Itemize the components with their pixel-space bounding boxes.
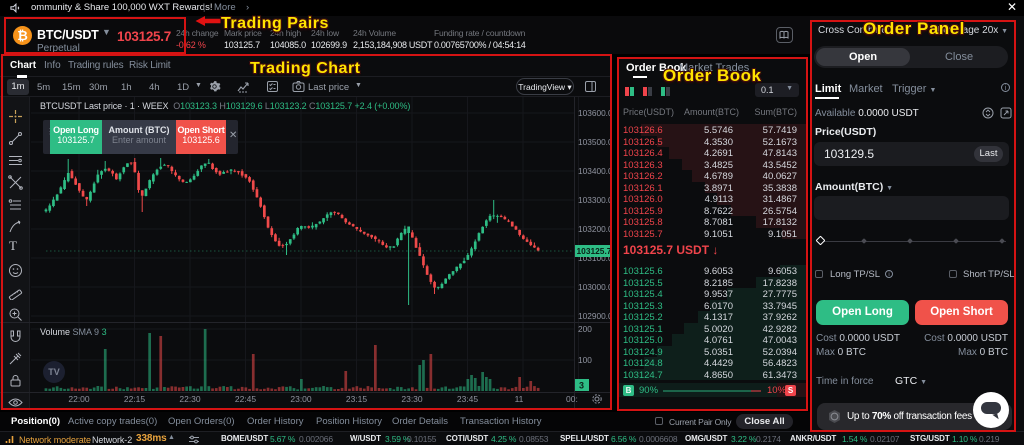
svg-text:23:45: 23:45 [457, 394, 479, 404]
svg-text:103125.7: 103125.7 [577, 246, 612, 256]
svg-text:3: 3 [579, 381, 584, 391]
svg-text:22:00: 22:00 [68, 394, 90, 404]
svg-text:100: 100 [578, 355, 592, 365]
svg-text:00:: 00: [566, 394, 578, 404]
svg-text:22:15: 22:15 [124, 394, 146, 404]
svg-text:103600.0: 103600.0 [578, 108, 612, 118]
svg-text:23:30: 23:30 [401, 394, 423, 404]
svg-text:103500.0: 103500.0 [578, 137, 612, 147]
svg-text:103300.0: 103300.0 [578, 195, 612, 205]
svg-text:11: 11 [515, 394, 524, 404]
svg-text:22:30: 22:30 [179, 394, 201, 404]
svg-text:22:45: 22:45 [235, 394, 257, 404]
svg-text:103100.0: 103100.0 [578, 253, 612, 263]
svg-text:103400.0: 103400.0 [578, 166, 612, 176]
svg-text:200: 200 [578, 324, 592, 334]
svg-text:102900.0: 102900.0 [578, 311, 612, 321]
svg-text:103000.0: 103000.0 [578, 282, 612, 292]
svg-text:103200.0: 103200.0 [578, 224, 612, 234]
svg-text:23:00: 23:00 [290, 394, 312, 404]
svg-text:23:15: 23:15 [346, 394, 368, 404]
